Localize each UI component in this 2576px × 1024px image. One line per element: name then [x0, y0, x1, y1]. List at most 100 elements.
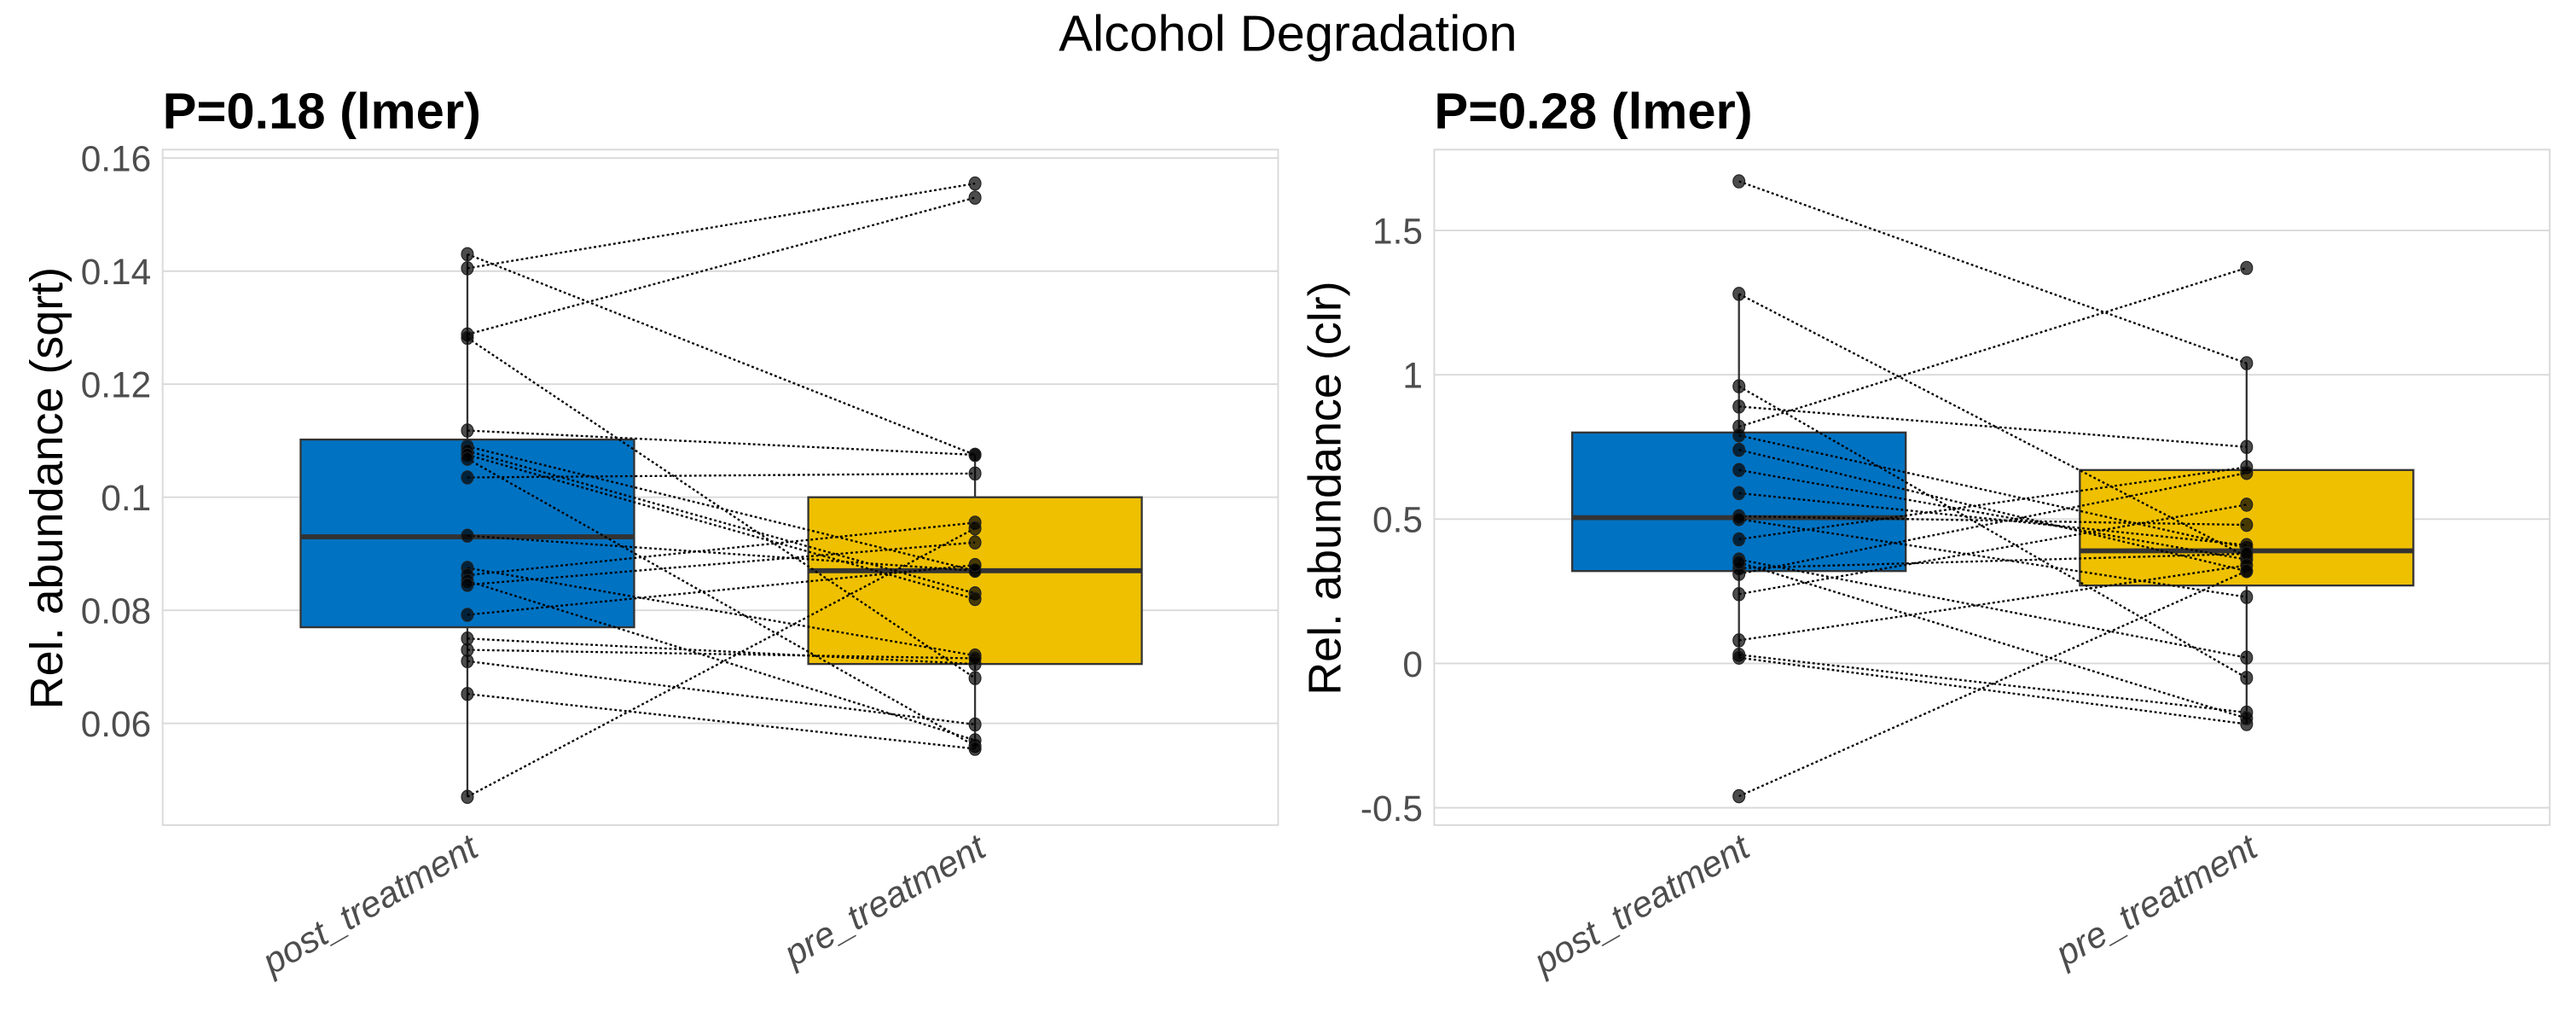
plot-area — [1433, 148, 2551, 826]
y-tick-label: 0.5 — [1372, 500, 1423, 540]
paired-line — [1738, 385, 2248, 679]
y-tick-label: 0 — [1402, 644, 1423, 684]
data-point-pre — [2240, 465, 2254, 480]
paired-line — [467, 660, 976, 726]
panel-title: P=0.28 (lmer) — [1434, 82, 1752, 139]
data-point-post — [461, 451, 474, 466]
data-point-post — [1732, 442, 1746, 457]
y-tick-label: 1.5 — [1372, 211, 1423, 251]
data-point-pre — [2240, 711, 2254, 726]
data-point-post — [461, 330, 474, 346]
panel-title: P=0.18 (lmer) — [163, 82, 481, 139]
paired-line — [467, 182, 976, 270]
data-point-pre — [2240, 563, 2254, 579]
figure-title: Alcohol Degradation — [1059, 5, 1517, 62]
panel-sqrt: P=0.18 (lmer) Rel. abundance (sqrt) 0.06… — [21, 82, 1279, 983]
data-point-post — [461, 470, 474, 485]
x-tick-label: pre_treatment — [775, 826, 994, 975]
data-point-pre — [2240, 590, 2254, 604]
y-tick-label: -0.5 — [1361, 788, 1423, 829]
y-tick-label: 0.12 — [81, 365, 151, 405]
data-point-post — [1732, 287, 1746, 301]
paired-line — [1738, 552, 2247, 569]
y-axis-label: Rel. abundance (clr) — [1300, 281, 1351, 695]
paired-line — [1738, 266, 2248, 428]
data-point-post — [1732, 633, 1746, 648]
data-point-post — [1732, 379, 1746, 393]
y-tick-label: 0.08 — [81, 591, 151, 631]
data-point-post — [461, 654, 474, 669]
paired-line — [1738, 405, 2247, 448]
data-point-post — [461, 789, 474, 805]
paired-line — [1738, 656, 2247, 725]
paired-line — [467, 453, 976, 601]
panel-clr: P=0.28 (lmer) Rel. abundance (clr) -0.5 0… — [1300, 82, 2551, 983]
y-tick-label: 0.1 — [101, 478, 151, 518]
data-point-pre — [968, 591, 982, 607]
data-point-pre — [2240, 439, 2254, 455]
data-point-pre — [968, 190, 982, 205]
data-point-post — [1732, 650, 1746, 665]
data-point-post — [461, 261, 474, 276]
paired-line — [1738, 180, 2248, 364]
paired-line — [1738, 564, 2248, 642]
data-point-post — [1732, 486, 1746, 501]
paired-line — [467, 457, 976, 748]
paired-line — [467, 534, 976, 572]
data-point-pre — [968, 717, 982, 732]
paired-line — [1738, 492, 2247, 546]
data-point-post — [1732, 174, 1746, 189]
data-point-post — [1732, 512, 1746, 527]
y-tick-label: 0.16 — [81, 139, 151, 179]
paired-line — [467, 567, 976, 657]
paired-line — [1738, 466, 2247, 541]
plot-area — [161, 148, 1279, 826]
paired-line — [1738, 515, 2247, 527]
y-tick-label: 0.14 — [81, 252, 151, 292]
paired-line — [1738, 468, 2248, 561]
data-point-post — [1732, 586, 1746, 602]
data-point-pre — [968, 176, 982, 191]
data-point-pre — [2240, 356, 2254, 370]
data-point-pre — [2240, 497, 2254, 512]
paired-line — [1738, 654, 2247, 714]
data-point-pre — [968, 557, 982, 573]
paired-line — [467, 253, 976, 457]
paired-line — [467, 521, 976, 577]
data-point-post — [461, 578, 474, 592]
paired-line — [1738, 449, 2248, 573]
data-point-post — [1732, 399, 1746, 414]
data-point-pre — [968, 742, 982, 756]
data-point-pre — [2240, 650, 2254, 665]
paired-line — [1738, 558, 2248, 659]
data-point-pre — [968, 671, 982, 685]
x-tick-label: post_treatment — [254, 826, 486, 983]
data-point-post — [1732, 532, 1746, 547]
paired-line — [467, 527, 976, 798]
data-point-post — [1732, 788, 1746, 804]
paired-line — [467, 472, 976, 479]
paired-line — [467, 429, 976, 457]
data-point-pre — [2240, 671, 2254, 685]
paired-line — [1738, 570, 2248, 798]
data-point-post — [461, 423, 474, 438]
paired-line — [1738, 518, 2248, 598]
paired-line — [467, 541, 976, 586]
x-tick-label: pre_treatment — [2047, 826, 2266, 975]
data-point-pre — [968, 447, 982, 463]
data-point-post — [461, 608, 474, 622]
y-tick-label: 1 — [1402, 356, 1423, 396]
data-point-post — [1732, 428, 1746, 443]
data-point-post — [461, 247, 474, 262]
data-point-post — [1732, 555, 1746, 570]
data-point-post — [461, 528, 474, 544]
paired-line — [467, 196, 976, 336]
paired-line — [1738, 293, 2248, 558]
data-point-pre — [2240, 260, 2254, 276]
paired-line — [467, 649, 976, 660]
x-tick-label: post_treatment — [1526, 826, 1758, 983]
data-point-pre — [968, 651, 982, 666]
paired-line — [467, 450, 976, 595]
data-point-pre — [968, 466, 982, 481]
